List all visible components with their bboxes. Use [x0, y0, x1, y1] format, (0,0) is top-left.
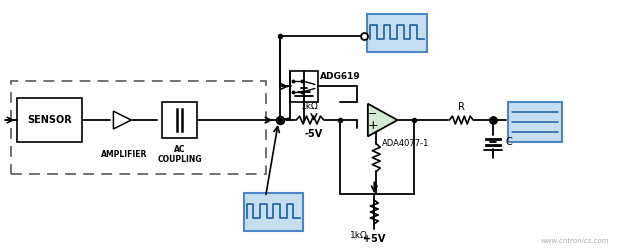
Text: AMPLIFIER: AMPLIFIER — [101, 150, 148, 159]
Polygon shape — [113, 111, 131, 129]
Bar — [368, 14, 427, 52]
Text: R: R — [458, 102, 465, 112]
Text: 1kΩ: 1kΩ — [301, 102, 319, 111]
Text: 1kΩ: 1kΩ — [350, 231, 367, 240]
Text: -5V: -5V — [305, 129, 323, 139]
Polygon shape — [368, 104, 397, 136]
Text: AC
COUPLING: AC COUPLING — [157, 145, 202, 164]
Text: −: − — [368, 109, 378, 119]
Bar — [290, 70, 318, 102]
Text: ADG619: ADG619 — [320, 72, 361, 81]
Text: www.cntronics.com: www.cntronics.com — [540, 238, 609, 244]
Bar — [17, 98, 82, 142]
Bar — [244, 193, 303, 231]
Bar — [162, 102, 197, 138]
Text: ADA4077-1: ADA4077-1 — [383, 139, 430, 148]
Text: SENSOR: SENSOR — [27, 115, 72, 125]
Text: C: C — [506, 137, 513, 147]
Text: +: + — [368, 120, 378, 132]
Text: +5V: +5V — [363, 234, 386, 244]
Bar — [508, 102, 562, 142]
